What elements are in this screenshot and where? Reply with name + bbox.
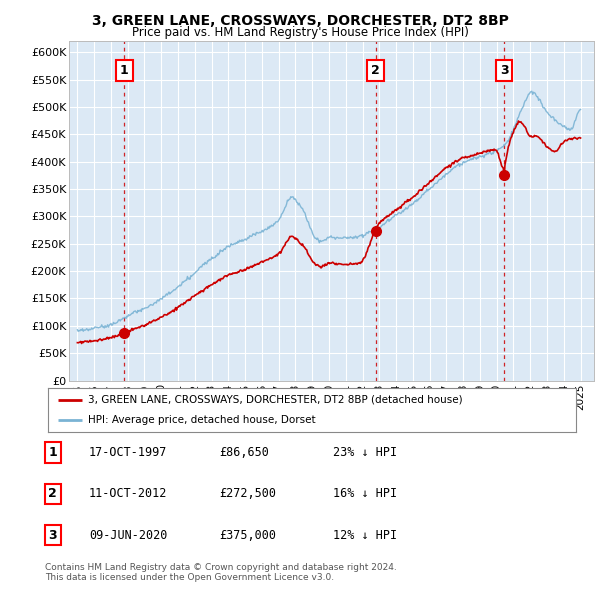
Text: This data is licensed under the Open Government Licence v3.0.: This data is licensed under the Open Gov… (45, 573, 334, 582)
Text: 12% ↓ HPI: 12% ↓ HPI (333, 529, 397, 542)
Text: 11-OCT-2012: 11-OCT-2012 (89, 487, 167, 500)
Text: 3, GREEN LANE, CROSSWAYS, DORCHESTER, DT2 8BP (detached house): 3, GREEN LANE, CROSSWAYS, DORCHESTER, DT… (88, 395, 462, 405)
Text: Price paid vs. HM Land Registry's House Price Index (HPI): Price paid vs. HM Land Registry's House … (131, 26, 469, 39)
Text: 3, GREEN LANE, CROSSWAYS, DORCHESTER, DT2 8BP: 3, GREEN LANE, CROSSWAYS, DORCHESTER, DT… (92, 14, 508, 28)
Text: 1: 1 (49, 446, 57, 459)
Text: 09-JUN-2020: 09-JUN-2020 (89, 529, 167, 542)
Text: Contains HM Land Registry data © Crown copyright and database right 2024.: Contains HM Land Registry data © Crown c… (45, 563, 397, 572)
Text: HPI: Average price, detached house, Dorset: HPI: Average price, detached house, Dors… (88, 415, 315, 425)
Text: 1: 1 (120, 64, 128, 77)
Text: 17-OCT-1997: 17-OCT-1997 (89, 446, 167, 459)
Text: 2: 2 (371, 64, 380, 77)
Text: 3: 3 (500, 64, 508, 77)
Text: 16% ↓ HPI: 16% ↓ HPI (333, 487, 397, 500)
Text: 3: 3 (49, 529, 57, 542)
Text: £375,000: £375,000 (219, 529, 276, 542)
Text: 23% ↓ HPI: 23% ↓ HPI (333, 446, 397, 459)
Text: 2: 2 (49, 487, 57, 500)
Text: £86,650: £86,650 (219, 446, 269, 459)
Text: £272,500: £272,500 (219, 487, 276, 500)
